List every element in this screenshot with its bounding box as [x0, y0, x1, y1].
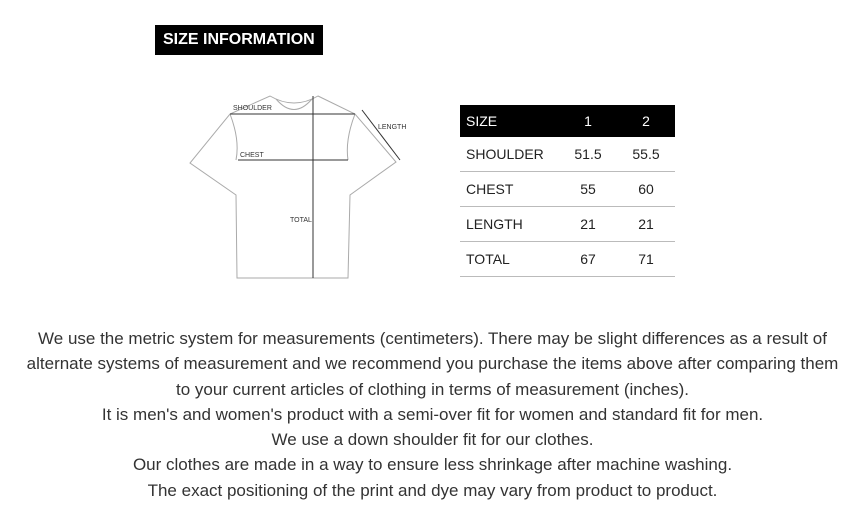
- header-size-1: 1: [559, 105, 617, 137]
- tshirt-diagram: SHOULDER CHEST LENGTH TOTAL: [189, 95, 406, 279]
- label-length: LENGTH: [378, 124, 406, 131]
- table-row: TOTAL 67 71: [460, 241, 675, 277]
- description-paragraph: It is men's and women's product with a s…: [101, 404, 764, 424]
- section-title: SIZE INFORMATION: [155, 25, 323, 55]
- table-row: LENGTH 21 21: [460, 206, 675, 242]
- header-size: SIZE: [460, 105, 559, 137]
- description-paragraph: Our clothes are made in a way to ensure …: [132, 455, 733, 475]
- label-total: TOTAL: [290, 217, 312, 224]
- length-line: [361, 109, 401, 161]
- table-row: SHOULDER 51.5 55.5: [460, 137, 675, 172]
- table-header: SIZE 1 2: [460, 105, 675, 137]
- description: We use the metric system for measurement…: [0, 326, 865, 503]
- size-table: SIZE 1 2 SHOULDER 51.5 55.5 CHEST 55 60 LENG…: [460, 105, 675, 277]
- label-chest: CHEST: [240, 152, 264, 159]
- header-size-2: 2: [617, 105, 675, 137]
- description-paragraph: We use a down shoulder fit for our cloth…: [271, 430, 594, 450]
- description-paragraph: We use the metric system for measurement…: [26, 329, 839, 399]
- armhole-right: [346, 113, 356, 161]
- collar: [275, 98, 313, 110]
- label-shoulder: SHOULDER: [233, 105, 272, 112]
- description-paragraph: The exact positioning of the print and d…: [147, 480, 718, 500]
- table-row: CHEST 55 60: [460, 171, 675, 207]
- shirt-outline: [189, 95, 397, 279]
- armhole-left: [229, 113, 238, 161]
